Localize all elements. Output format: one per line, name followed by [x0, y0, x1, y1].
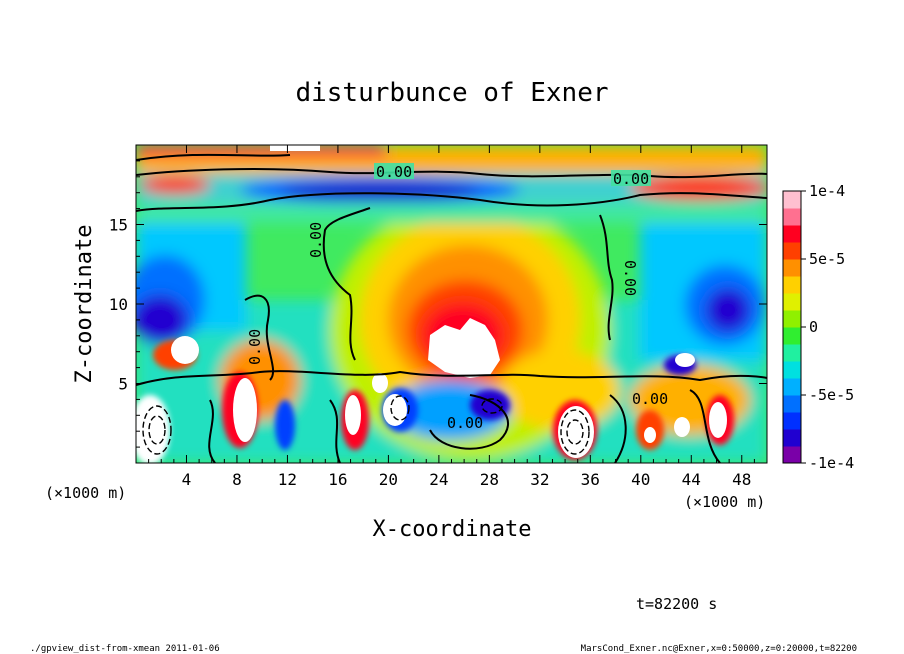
y-tick-label: 5 [118, 375, 128, 394]
colorbar-swatch [783, 395, 801, 413]
x-tick-label: 20 [379, 470, 398, 489]
x-axis-label: X-coordinate [373, 517, 532, 542]
colorbar-swatch [783, 208, 801, 226]
footer-left: ./gpview_dist-from-xmean 2011-01-06 [30, 644, 220, 654]
colorbar-swatch [783, 412, 801, 430]
x-axis: 4 8 12 16 20 24 28 32 36 40 44 48 [148, 145, 755, 489]
heatmap-field: 0.00 0.00 0.00 0.00 0.00 0.00 0.00 [136, 145, 767, 463]
x-unit-label: (×1000 m) [45, 484, 126, 502]
colorbar: 1e-4 5e-5 0 -5e-5 -1e-4 [782, 182, 854, 472]
x-tick-label: 12 [278, 470, 297, 489]
colorbar-swatch [783, 191, 801, 209]
zero-contours [136, 153, 767, 463]
footer-right: MarsCond_Exner.nc@Exner,x=0:50000,z=0:20… [581, 644, 857, 654]
colorbar-tick-label: 0 [809, 318, 818, 336]
contour-label: 0.00 [307, 222, 325, 258]
contour-labels: 0.00 0.00 0.00 0.00 0.00 0.00 0.00 [246, 163, 668, 432]
x-tick-label: 16 [328, 470, 347, 489]
colorbar-swatch [783, 225, 801, 243]
contour-label: 0.00 [621, 260, 639, 296]
colorbar-swatch [783, 429, 801, 447]
colorbar-swatch [783, 344, 801, 362]
contour-label: 0.00 [613, 170, 649, 188]
contour-label: 0.00 [447, 414, 483, 432]
y-axis: 5 10 15 [109, 160, 767, 448]
colorbar-swatch [783, 378, 801, 396]
colorbar-swatch [783, 361, 801, 379]
contour-label: 0.00 [376, 163, 412, 181]
colorbar-swatch [783, 259, 801, 277]
contour-label: 0.00 [246, 329, 264, 365]
x-tick-label: 48 [732, 470, 751, 489]
colorbar-swatch [783, 293, 801, 311]
x-tick-label: 8 [232, 470, 242, 489]
y-axis-label: Z-coordinate [72, 225, 97, 384]
y-tick-label: 15 [109, 216, 128, 235]
chart-title: disturbunce of Exner [295, 78, 608, 108]
colorbar-tick-label: 1e-4 [809, 182, 845, 200]
x-tick-label: 44 [682, 470, 701, 489]
y-tick-label: 10 [109, 295, 128, 314]
x-tick-label: 4 [182, 470, 192, 489]
x-tick-label: 28 [480, 470, 499, 489]
colorbar-swatch [783, 327, 801, 345]
x-tick-label: 36 [581, 470, 600, 489]
colorbar-tick-label: -1e-4 [809, 454, 854, 472]
colorbar-tick-label: -5e-5 [809, 386, 854, 404]
x-tick-label: 24 [429, 470, 448, 489]
x-tick-label: 40 [631, 470, 650, 489]
contour-label: 0.00 [632, 390, 668, 408]
colorbar-swatch [783, 310, 801, 328]
time-label: t=82200 s [636, 595, 717, 613]
x-unit-label-right: (×1000 m) [684, 493, 765, 511]
colorbar-swatch [783, 276, 801, 294]
colorbar-swatch [783, 446, 801, 464]
colorbar-swatch [783, 242, 801, 260]
colorbar-tick-label: 5e-5 [809, 250, 845, 268]
x-tick-label: 32 [530, 470, 549, 489]
